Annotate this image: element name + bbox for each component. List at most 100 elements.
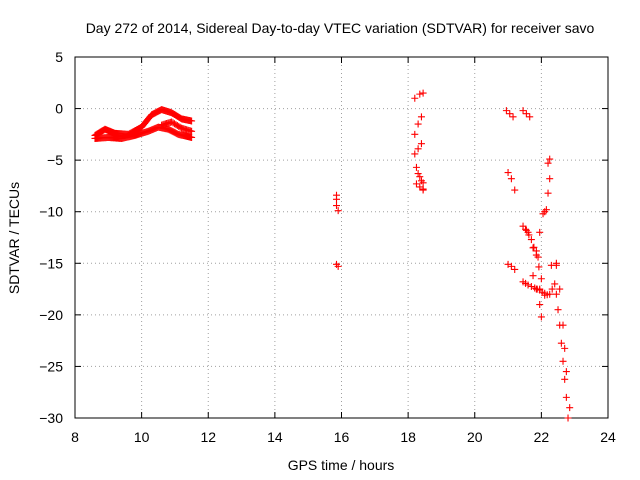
- data-point: [507, 175, 515, 183]
- data-point: [562, 368, 570, 376]
- data-point: [417, 113, 425, 121]
- x-tick-label: 24: [600, 429, 616, 445]
- data-point: [519, 107, 527, 115]
- data-point: [561, 344, 569, 352]
- data-point: [506, 110, 514, 118]
- data-point: [419, 185, 427, 193]
- series-track-t21-d: [504, 260, 519, 273]
- data-point: [546, 290, 554, 298]
- series-track-t18-a: [411, 113, 425, 138]
- data-points: [91, 89, 574, 422]
- series-track-t22-f: [552, 259, 574, 412]
- y-tick-label: −15: [39, 255, 63, 271]
- chart-title: Day 272 of 2014, Sidereal Day-to-day VTE…: [86, 20, 595, 36]
- series-track-t18-top: [411, 89, 427, 102]
- data-point: [511, 186, 519, 194]
- x-tick-label: 20: [467, 429, 483, 445]
- data-point: [529, 272, 537, 280]
- data-point: [536, 228, 544, 236]
- x-tick-label: 22: [534, 429, 550, 445]
- x-tick-label: 14: [267, 429, 283, 445]
- data-point: [411, 150, 419, 158]
- series-track-arc-return: [158, 118, 196, 135]
- data-point: [562, 393, 570, 401]
- y-tick-label: 5: [55, 49, 63, 65]
- plot-frame: [74, 56, 609, 419]
- y-tick-label: −5: [47, 152, 63, 168]
- data-point: [509, 113, 517, 121]
- data-point: [557, 339, 565, 347]
- y-axis-label: SDTVAR / TECUs: [6, 182, 22, 294]
- data-point: [530, 243, 538, 251]
- series-track-t16-a: [333, 191, 341, 203]
- data-point: [547, 261, 555, 269]
- series-track-t22-e: [547, 261, 572, 422]
- series-track-t21-b: [519, 107, 534, 121]
- data-point: [546, 175, 554, 183]
- data-point: [544, 159, 552, 167]
- data-point: [504, 169, 512, 177]
- data-point: [535, 263, 543, 271]
- data-point: [417, 177, 425, 185]
- series-track-t16-c: [333, 260, 342, 270]
- data-point: [416, 173, 424, 181]
- y-tick-label: 0: [55, 101, 63, 117]
- data-point: [414, 170, 422, 178]
- data-point: [411, 94, 419, 102]
- series-track-t18-b: [411, 140, 425, 158]
- y-tick-label: −30: [39, 410, 63, 426]
- data-point: [536, 301, 544, 309]
- data-point: [537, 275, 545, 283]
- data-point: [554, 306, 562, 314]
- x-tick-labels: 8 10 12 14 16 18 20 22 24: [71, 429, 616, 445]
- data-point: [522, 110, 530, 118]
- data-point: [414, 145, 422, 153]
- data-point: [566, 404, 574, 412]
- y-tick-labels: 5 0 −5 −10 −15 −20 −25 −30: [39, 49, 63, 426]
- data-point: [526, 113, 534, 121]
- grid-lines: [75, 57, 608, 418]
- series-track-t22-b: [541, 175, 554, 216]
- data-point: [334, 207, 342, 215]
- data-point: [552, 259, 560, 267]
- data-point: [188, 133, 196, 141]
- data-point: [544, 189, 552, 197]
- data-point: [525, 231, 533, 239]
- data-point: [559, 357, 567, 365]
- data-point: [559, 321, 567, 329]
- data-point: [546, 155, 554, 163]
- y-tick-label: −20: [39, 307, 63, 323]
- series-track-t21-h: [529, 272, 545, 321]
- data-point: [561, 375, 569, 383]
- data-point: [522, 226, 530, 234]
- x-tick-label: 10: [134, 429, 150, 445]
- data-point: [556, 285, 564, 293]
- data-point: [333, 202, 341, 210]
- x-tick-label: 8: [71, 429, 79, 445]
- series-track-t16-b: [333, 202, 342, 215]
- data-point: [417, 140, 425, 148]
- data-point: [502, 107, 510, 115]
- data-point: [548, 285, 556, 293]
- data-point: [511, 265, 519, 273]
- series-track-t18-e: [412, 180, 427, 193]
- data-point: [527, 236, 535, 244]
- series-track-t21-a: [502, 107, 517, 121]
- data-point: [551, 280, 559, 288]
- data-point: [414, 120, 422, 128]
- data-point: [412, 180, 420, 188]
- data-point: [419, 89, 427, 97]
- data-point: [411, 130, 419, 138]
- data-point: [524, 281, 532, 289]
- y-tick-label: −10: [39, 204, 63, 220]
- series-track-t18-c: [412, 163, 427, 187]
- data-point: [412, 163, 420, 171]
- x-tick-label: 16: [334, 429, 350, 445]
- series-track-t21-g: [522, 226, 549, 297]
- data-point: [552, 290, 560, 298]
- data-point: [188, 127, 196, 135]
- data-point: [334, 262, 342, 270]
- x-tick-label: 18: [400, 429, 416, 445]
- data-point: [507, 262, 515, 270]
